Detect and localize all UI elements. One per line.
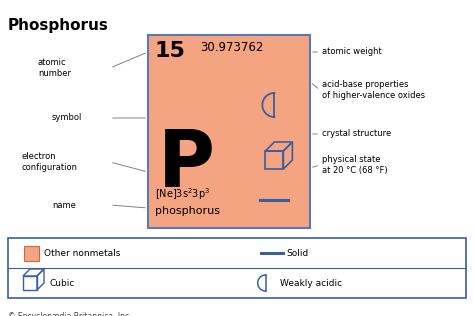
- Text: P: P: [157, 127, 215, 203]
- Text: electron
configuration: electron configuration: [22, 152, 78, 172]
- Bar: [24, 246, 39, 260]
- Text: atomic weight: atomic weight: [322, 47, 382, 57]
- Text: Phosphorus: Phosphorus: [8, 18, 109, 33]
- Text: Solid: Solid: [287, 248, 309, 258]
- Text: Cubic: Cubic: [50, 278, 75, 288]
- Text: physical state
at 20 °C (68 °F): physical state at 20 °C (68 °F): [322, 155, 388, 175]
- Text: Weakly acidic: Weakly acidic: [280, 278, 342, 288]
- Text: symbol: symbol: [52, 113, 82, 123]
- Text: [Ne]3s$^2$3p$^3$: [Ne]3s$^2$3p$^3$: [155, 186, 210, 202]
- Text: crystal structure: crystal structure: [322, 130, 391, 138]
- Text: 15: 15: [155, 41, 186, 61]
- Text: © Encyclopædia Britannica, Inc.: © Encyclopædia Britannica, Inc.: [8, 312, 131, 316]
- Text: name: name: [52, 200, 76, 210]
- Text: phosphorus: phosphorus: [155, 206, 220, 216]
- Bar: [148, 35, 310, 228]
- Bar: [265, 151, 283, 169]
- Text: Other nonmetals: Other nonmetals: [44, 248, 120, 258]
- Text: 30.973762: 30.973762: [200, 41, 264, 54]
- Bar: [23, 276, 37, 290]
- Text: atomic
number: atomic number: [38, 58, 71, 78]
- Bar: [8, 238, 466, 298]
- Text: acid-base properties
of higher-valence oxides: acid-base properties of higher-valence o…: [322, 80, 425, 100]
